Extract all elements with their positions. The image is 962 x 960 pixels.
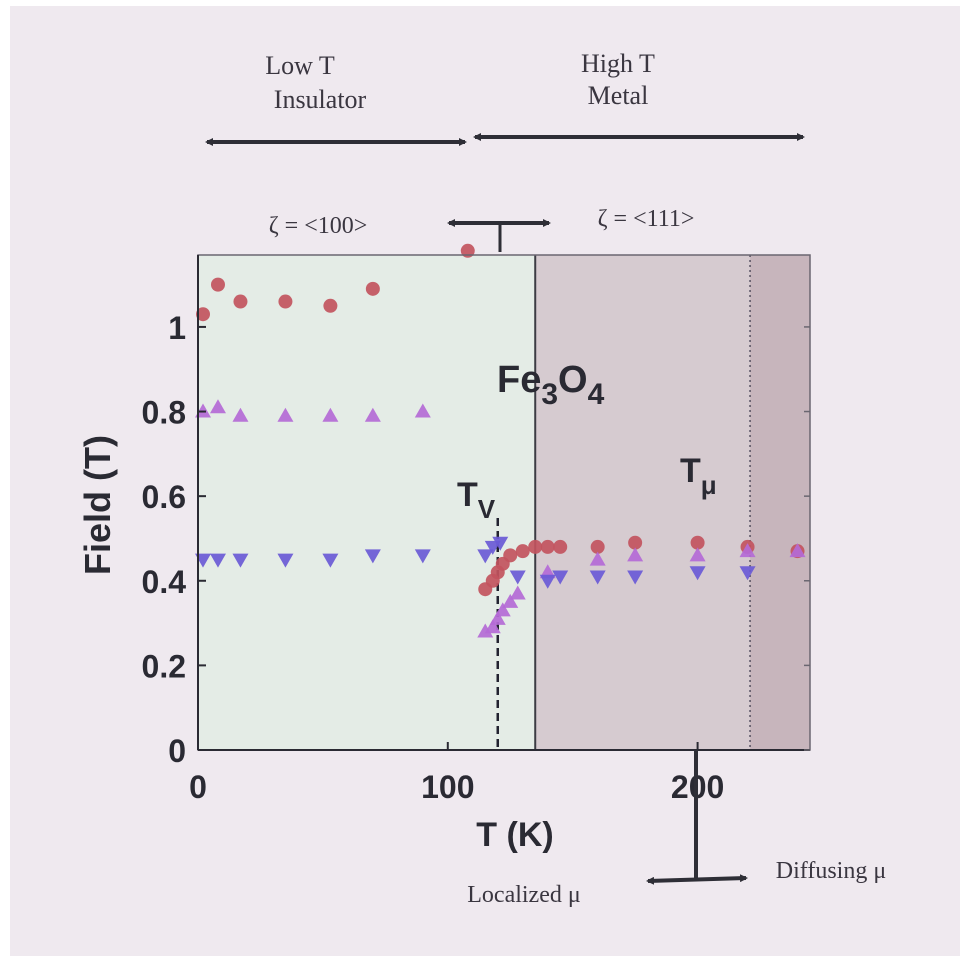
low-t-label-2: Insulator	[274, 85, 367, 114]
data-point	[689, 566, 706, 581]
data-point	[503, 548, 518, 563]
data-point	[322, 553, 339, 568]
insulator-region	[198, 255, 536, 750]
data-point	[689, 547, 706, 562]
data-point	[589, 551, 606, 566]
data-point	[364, 407, 381, 422]
data-point	[277, 553, 294, 568]
tmu-label: Tμ	[680, 452, 717, 500]
data-point	[210, 277, 225, 292]
data-point	[477, 549, 494, 564]
data-point	[509, 570, 526, 585]
mu-arrow	[646, 874, 748, 885]
y-tick-label: 0	[168, 733, 186, 769]
metal-region	[535, 255, 751, 750]
data-point	[209, 553, 226, 568]
diffusing-mu-label: Diffusing μ	[776, 858, 886, 884]
mu-arrows	[646, 750, 748, 885]
tv-label: TV	[457, 476, 496, 524]
y-tick-label: 1	[168, 310, 186, 346]
x-tick-label: 0	[189, 769, 207, 805]
data-point	[232, 407, 249, 422]
data-point	[590, 539, 605, 554]
data-point	[502, 593, 519, 608]
y-axis-title: Field (T)	[77, 435, 118, 575]
y-tick-label: 0.2	[142, 648, 186, 684]
data-point	[195, 307, 210, 322]
reference-lines	[496, 255, 751, 750]
high-t-label-1: High T	[581, 49, 655, 78]
data-point	[515, 544, 530, 559]
data-point	[278, 294, 293, 309]
data-point	[789, 543, 806, 558]
data-point	[553, 539, 568, 554]
data-point	[365, 281, 380, 296]
data-point	[552, 570, 569, 585]
data-point	[627, 570, 644, 585]
diffusing-region	[750, 255, 810, 750]
compound-label: Fe3O4	[497, 359, 605, 411]
data-point	[232, 553, 249, 568]
zeta-100-label: ζ = <100>	[269, 213, 368, 239]
data-point	[209, 399, 226, 414]
data-point	[589, 570, 606, 585]
data-point	[484, 619, 501, 634]
localized-mu-label: Localized μ	[467, 882, 580, 908]
data-point	[322, 407, 339, 422]
data-point	[540, 539, 555, 554]
data-point	[539, 574, 556, 589]
y-tick-label: 0.8	[142, 395, 186, 431]
data-point	[414, 549, 431, 564]
data-point	[509, 585, 526, 600]
data-point	[477, 623, 494, 638]
data-point	[323, 298, 338, 313]
x-axis-title: T (K)	[476, 816, 553, 854]
data-point	[739, 543, 756, 558]
data-point	[233, 294, 248, 309]
data-point	[739, 566, 756, 581]
y-tick-label: 0.6	[142, 479, 186, 515]
phase-arrows	[205, 133, 805, 252]
low-t-label-1: Low T	[265, 51, 335, 80]
data-points	[194, 243, 806, 638]
data-point	[364, 549, 381, 564]
x-tick-label: 100	[421, 769, 474, 805]
data-point	[492, 536, 509, 551]
high-t-label-2: Metal	[588, 81, 649, 110]
y-tick-label: 0.4	[142, 564, 187, 600]
data-point	[414, 403, 431, 418]
zeta-111-label: ζ = <111>	[598, 206, 695, 232]
data-point	[494, 602, 511, 617]
data-point	[277, 407, 294, 422]
data-point	[528, 539, 543, 554]
data-point	[627, 547, 644, 562]
data-point	[628, 535, 643, 550]
data-point	[690, 535, 705, 550]
plot-region-backgrounds	[198, 255, 810, 750]
data-point	[489, 610, 506, 625]
